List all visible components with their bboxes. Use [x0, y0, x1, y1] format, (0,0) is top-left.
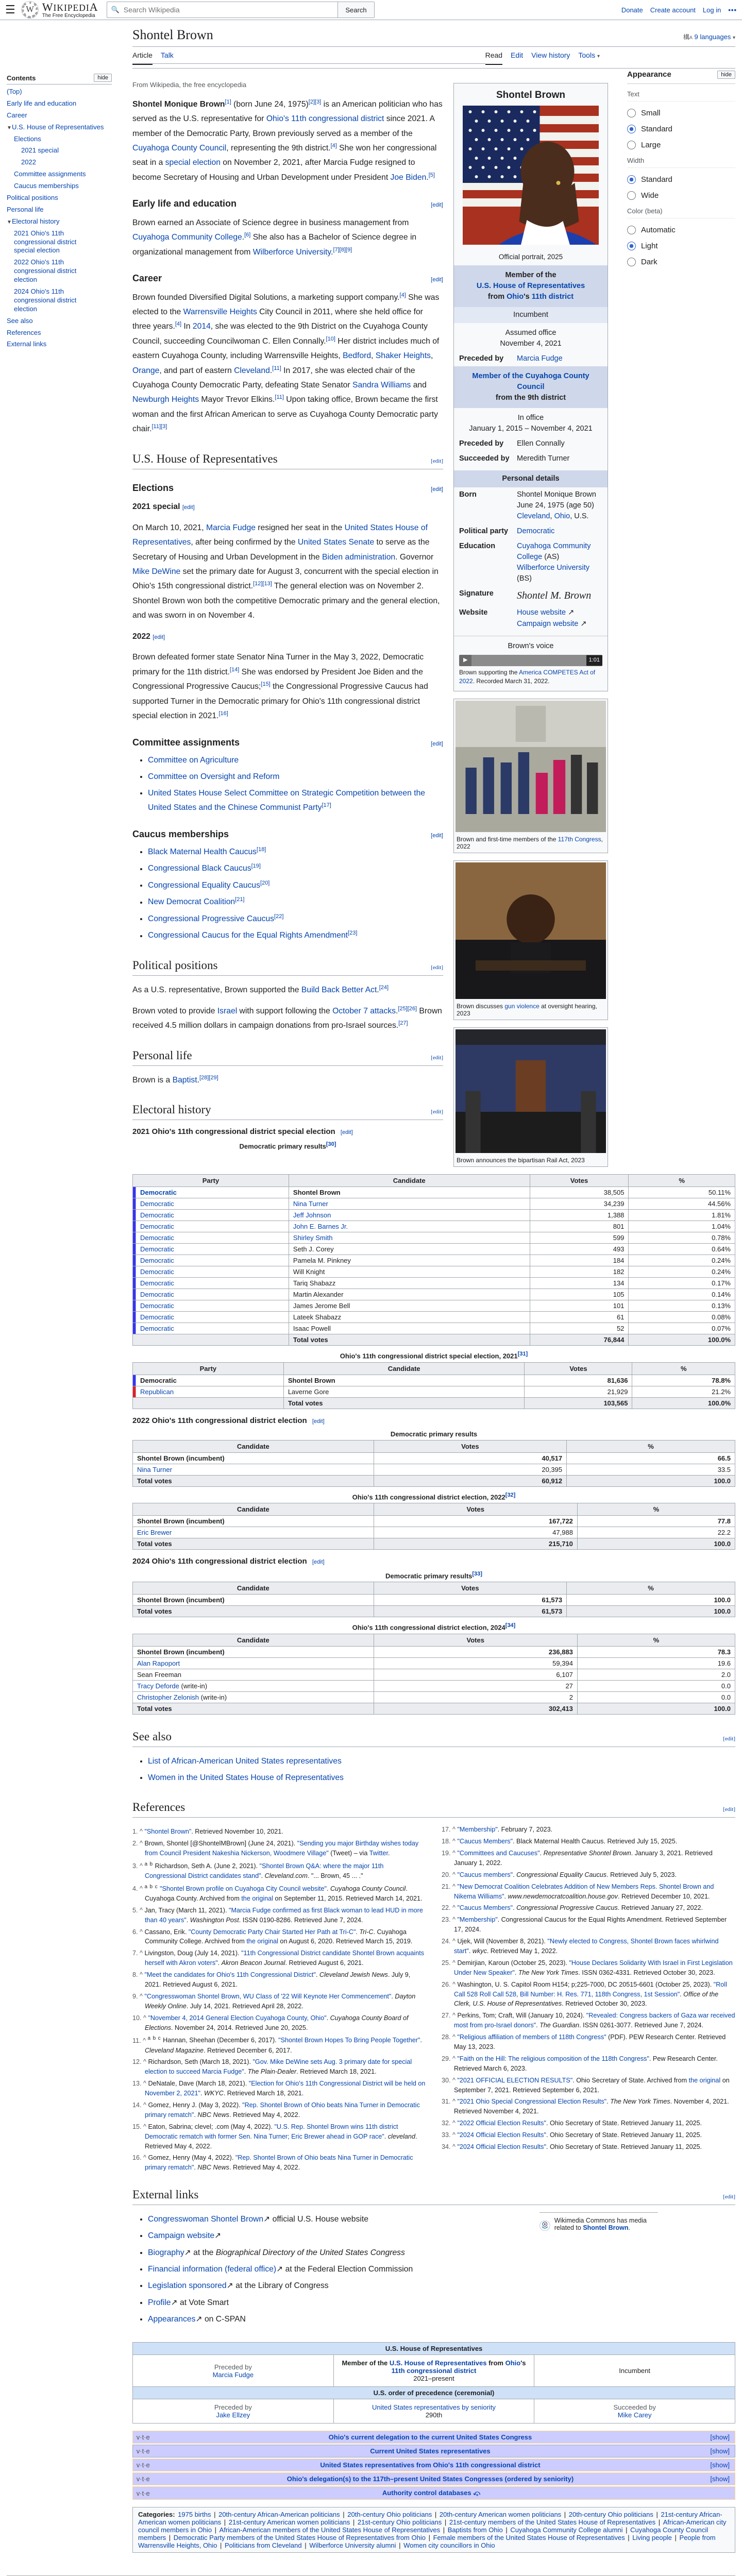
svg-text:W: W [26, 4, 34, 14]
